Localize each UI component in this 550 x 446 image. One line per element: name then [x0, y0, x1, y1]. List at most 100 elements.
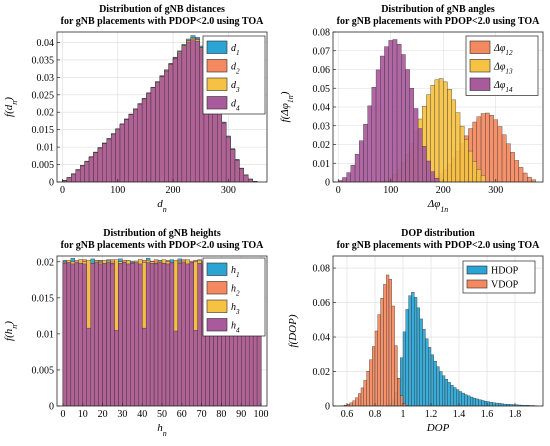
x-tick-label: 1	[401, 409, 406, 420]
bar	[522, 172, 528, 182]
bar	[380, 298, 384, 406]
bar	[106, 262, 111, 406]
y-tick-label: 0.04	[313, 333, 331, 344]
legend-swatch	[206, 281, 228, 295]
bar	[185, 263, 190, 406]
bar	[414, 297, 418, 406]
y-tick-label: 0.015	[32, 125, 55, 136]
bar	[75, 169, 81, 182]
bar	[366, 370, 370, 406]
bar	[164, 70, 169, 182]
bar	[142, 327, 147, 406]
bar	[510, 152, 515, 182]
y-tick-label: 0.05	[313, 84, 331, 95]
bar	[94, 262, 99, 406]
legend-label: d2	[231, 61, 240, 75]
bar	[396, 44, 402, 182]
x-tick-label: 20	[98, 409, 108, 420]
legend: HDOP VDOP	[462, 260, 536, 294]
x-axis-label: Δφ1n	[427, 198, 449, 214]
legend-swatch	[466, 265, 488, 275]
bar	[433, 360, 437, 406]
bar	[480, 113, 486, 182]
y-tick-label: 0.02	[313, 367, 331, 378]
x-tick-label: 300	[488, 185, 503, 196]
bar	[90, 263, 95, 406]
bar	[401, 54, 406, 182]
bar	[66, 262, 72, 406]
y-tick-label: 0.005	[32, 365, 55, 376]
bar	[138, 263, 143, 406]
bar	[346, 172, 352, 182]
bar	[450, 384, 454, 406]
bar	[157, 262, 163, 406]
bar	[438, 78, 444, 182]
x-tick-label: 300	[221, 185, 236, 196]
legend-label: d3	[231, 80, 240, 94]
bar	[436, 366, 440, 406]
bar	[102, 143, 107, 182]
bar	[409, 88, 415, 182]
y-tick-label: 0	[325, 178, 330, 189]
legend-swatch	[206, 262, 228, 276]
bar	[422, 329, 426, 406]
bar	[102, 263, 107, 406]
legend-label: HDOP	[491, 266, 519, 277]
axes-box	[332, 255, 544, 407]
bar	[363, 380, 367, 406]
y-tick-label: 0.015	[32, 293, 55, 304]
legend-label: Δφ13	[493, 61, 513, 75]
bar	[439, 371, 443, 406]
bar	[467, 395, 471, 406]
bar	[186, 42, 191, 182]
bar	[411, 292, 415, 406]
chart-title: Distribution of gNB heights	[103, 228, 221, 239]
bar	[394, 345, 398, 406]
chart-subtitle: for gNB placements with PDOP<2.0 using T…	[337, 16, 540, 27]
legend: d1 d2 d3 d4	[202, 35, 266, 115]
bar	[492, 402, 496, 406]
chart-subtitle: for gNB placements with PDOP<2.0 using T…	[61, 240, 264, 251]
bar	[71, 174, 76, 182]
bar	[472, 397, 476, 406]
bar	[119, 124, 125, 182]
bar	[82, 263, 87, 406]
bar	[497, 126, 503, 182]
bar	[172, 58, 178, 182]
legend-swatch	[469, 59, 491, 73]
bar	[137, 104, 143, 182]
bar	[442, 375, 446, 406]
y-tick-label: 0.01	[37, 329, 55, 340]
bar	[458, 391, 462, 406]
bar	[114, 330, 119, 406]
bar	[165, 263, 171, 406]
bar	[358, 393, 362, 406]
series-2	[341, 274, 409, 406]
bar	[66, 177, 72, 182]
legend-swatch	[206, 40, 228, 54]
bar	[456, 389, 460, 406]
legend: Δφ12 Δφ13 Δφ14	[465, 35, 539, 96]
bar	[350, 164, 356, 182]
x-tick-label: 0.8	[369, 409, 382, 420]
legend-swatch	[469, 40, 491, 54]
x-tick-label: 70	[197, 409, 207, 420]
bar	[354, 154, 360, 182]
bar	[384, 46, 389, 182]
bar	[369, 359, 373, 406]
bar	[388, 279, 392, 406]
bar	[428, 347, 432, 406]
bar	[349, 402, 353, 406]
bar	[447, 89, 452, 182]
bar	[78, 263, 83, 406]
legend-label: h3	[231, 302, 240, 316]
bar	[168, 64, 174, 182]
bar	[243, 175, 249, 182]
bar	[377, 314, 381, 406]
bar	[383, 284, 387, 406]
x-tick-label: 0	[336, 185, 341, 196]
x-tick-label: 0	[60, 409, 65, 420]
bar	[360, 387, 364, 406]
bar	[80, 165, 85, 182]
bar	[248, 179, 253, 182]
